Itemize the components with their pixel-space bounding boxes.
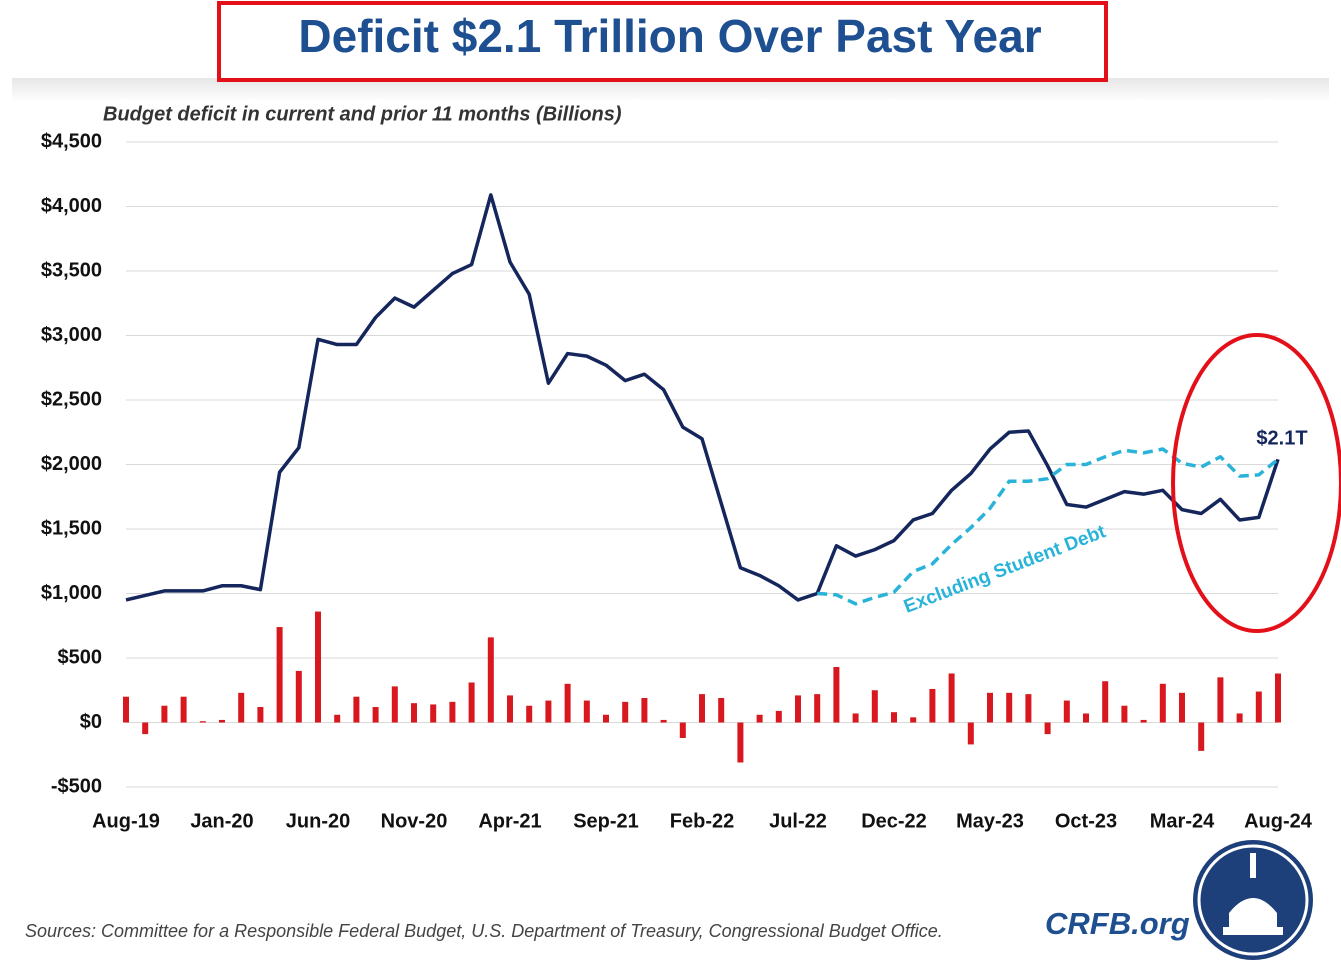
bar xyxy=(142,722,149,735)
y-tick-label: $3,500 xyxy=(41,259,102,281)
bar xyxy=(199,721,206,723)
bar xyxy=(948,673,955,723)
bar xyxy=(430,704,437,723)
bar xyxy=(1083,713,1089,723)
x-tick-label: Oct-23 xyxy=(1055,810,1117,832)
bar xyxy=(295,670,302,723)
source-note: Sources: Committee for a Responsible Fed… xyxy=(25,921,943,941)
bar xyxy=(315,611,321,723)
x-tick-label: Feb-22 xyxy=(670,810,734,832)
y-tick-label: $1,500 xyxy=(41,517,102,539)
bar xyxy=(910,717,917,723)
bar xyxy=(756,714,763,723)
bar xyxy=(641,697,648,723)
bar xyxy=(795,695,801,723)
bar xyxy=(526,705,533,723)
bar xyxy=(468,682,475,723)
annotation: $2.1T xyxy=(1256,428,1307,450)
x-tick-label: Jun-20 xyxy=(286,810,350,832)
bar xyxy=(871,690,878,723)
series-label: Excluding Student Debt xyxy=(901,521,1109,618)
dashed-line xyxy=(817,447,1280,606)
line xyxy=(125,193,1280,602)
x-tick-label: Aug-19 xyxy=(92,810,160,832)
bar xyxy=(238,692,245,723)
bar xyxy=(833,667,840,723)
bar xyxy=(583,700,590,723)
bar xyxy=(372,707,379,723)
bar xyxy=(161,705,168,723)
y-tick-label: -$500 xyxy=(51,775,102,797)
bar xyxy=(1198,722,1205,751)
x-tick-label: Sep-21 xyxy=(573,810,639,832)
bar xyxy=(1025,694,1032,723)
bar xyxy=(603,714,609,723)
x-tick-label: Aug-24 xyxy=(1244,810,1313,832)
bar xyxy=(1179,692,1185,723)
bar xyxy=(257,707,264,723)
bar xyxy=(353,696,360,723)
x-tick-label: Dec-22 xyxy=(861,810,927,832)
y-tick-label: $2,000 xyxy=(41,453,102,475)
bar xyxy=(718,697,725,723)
bar xyxy=(545,700,552,723)
bar xyxy=(1044,722,1051,735)
bar xyxy=(967,722,974,745)
bar xyxy=(123,696,129,723)
bar xyxy=(1217,677,1224,723)
bar xyxy=(987,692,993,723)
y-tick-label: $1,000 xyxy=(41,582,102,604)
bar xyxy=(679,722,686,738)
bar xyxy=(699,694,705,723)
bar xyxy=(1006,692,1013,723)
y-tick-label: $4,500 xyxy=(41,130,102,152)
bar xyxy=(1236,713,1243,723)
bar xyxy=(1063,700,1070,723)
bar xyxy=(1275,673,1281,723)
bar xyxy=(775,710,782,723)
chart-title: Deficit $2.1 Trillion Over Past Year xyxy=(298,10,1041,62)
x-tick-label: Mar-24 xyxy=(1150,810,1215,832)
bar xyxy=(334,714,341,723)
bar xyxy=(929,688,936,723)
y-tick-label: $2,500 xyxy=(41,388,102,410)
y-tick-label: $4,000 xyxy=(41,195,102,217)
bar xyxy=(1121,705,1128,723)
chart-subtitle: Budget deficit in current and prior 11 m… xyxy=(103,103,622,125)
bar xyxy=(564,683,571,723)
brand: CRFB.org xyxy=(1045,906,1190,941)
bar xyxy=(411,703,417,723)
highlight-ellipse xyxy=(1171,333,1341,633)
x-tick-label: Jul-22 xyxy=(769,810,827,832)
x-tick-label: Jan-20 xyxy=(190,810,253,832)
bar xyxy=(622,701,629,723)
bar xyxy=(1159,683,1166,723)
bar xyxy=(891,712,897,723)
bar xyxy=(487,637,494,723)
x-tick-label: May-23 xyxy=(956,810,1024,832)
logo xyxy=(1193,840,1313,960)
bar xyxy=(276,627,283,723)
bar xyxy=(852,713,859,723)
bar xyxy=(814,694,821,723)
title-box xyxy=(217,1,1108,82)
bar xyxy=(180,696,187,723)
x-tick-label: Nov-20 xyxy=(381,810,448,832)
bar xyxy=(1102,681,1109,723)
bar xyxy=(660,719,667,723)
y-tick-label: $500 xyxy=(58,646,103,668)
bar xyxy=(1255,691,1262,723)
bar xyxy=(391,686,398,723)
plot-area: -$500 $0 $500 $1,000 $1,500 $2,000 $2,500 $3,00… xyxy=(41,130,1313,832)
bar xyxy=(449,701,456,723)
bar xyxy=(219,719,225,723)
bar xyxy=(737,722,744,763)
y-tick-label: $3,000 xyxy=(41,324,102,346)
bar xyxy=(507,695,513,723)
x-tick-label: Apr-21 xyxy=(478,810,541,832)
y-tick-label: $0 xyxy=(80,711,102,733)
bar xyxy=(1140,719,1147,723)
